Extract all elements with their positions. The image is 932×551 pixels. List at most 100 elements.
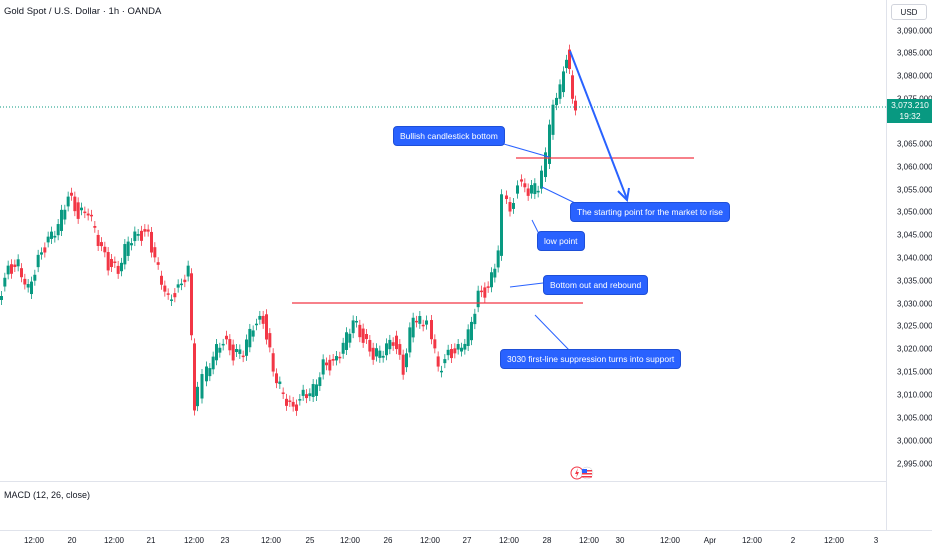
candle-body [301,389,305,396]
candle-body [265,314,268,340]
candle-body [411,317,415,338]
candle-body [211,356,215,370]
candle-body [50,231,53,239]
macd-title[interactable]: MACD (12, 26, close) [4,490,91,500]
candle-body [176,284,180,288]
candle-body [456,344,460,350]
candle-body [473,313,477,325]
candle-body [460,347,463,352]
time-tick-label: 3 [873,536,879,545]
callout-low-point[interactable]: low point [537,231,585,251]
time-tick-label: 2 [790,536,796,545]
candle-body [443,359,447,364]
price-tick-label: 3,085.000 [897,48,932,58]
price-tick-label: 3,010.000 [897,390,932,400]
candle-body [133,231,137,242]
candle-body [0,296,3,300]
candle-body [248,328,252,348]
candle-body [86,213,90,216]
callout-support[interactable]: 3030 first-line suppression turns into s… [500,349,682,369]
symbol-title[interactable]: Gold Spot / U.S. Dollar · 1h · OANDA [4,6,162,17]
time-tick-label: 30 [615,536,625,545]
time-axis[interactable]: 12:00 20 12:00 21 12:00 23 12:00 25 12:00 26 12:00… [0,530,932,551]
candle-body [80,207,83,211]
candle-body [440,370,443,373]
time-tick-label: 12:00 [23,536,45,545]
candle-body [13,264,17,267]
candle-body [70,192,73,196]
candle-body [565,59,568,69]
candle-body [508,202,512,212]
candle-body [483,287,487,298]
candle-body [180,283,183,286]
time-tick-label: 20 [67,536,77,545]
price-tick-label: 3,050.000 [897,207,932,217]
price-tick-label: 3,045.000 [897,230,932,240]
price-tick-label: 3,025.000 [897,321,932,331]
candle-body [23,278,27,285]
price-tick-label: 3,030.000 [897,299,932,309]
time-tick-label: 12:00 [419,536,441,545]
candle-body [255,323,258,326]
candle-body [43,247,47,253]
candle-body [218,347,222,353]
candle-body [490,272,493,288]
candle-body [365,334,368,340]
candle-body [225,335,228,340]
candle-body [530,185,533,194]
candle-body [375,348,378,357]
candle-body [241,355,245,358]
candle-body [193,343,196,411]
candle-body [533,183,537,195]
candle-body [245,339,248,356]
flash-flag-icon[interactable] [570,466,596,480]
price-axis[interactable]: USD 3,090.0003,085.0003,080.0003,075.000… [886,0,932,530]
time-tick-label: 12:00 [339,536,361,545]
candle-body [345,332,348,350]
callout-bullish-bottom[interactable]: Bullish candlestick bottom [393,126,505,146]
time-tick-label: 28 [542,536,552,545]
time-tick-label: Apr [703,536,717,545]
current-price-value: 3,073.210 [891,100,929,110]
candle-body [238,349,242,354]
price-tick-label: 3,035.000 [897,276,932,286]
candle-body [90,214,93,217]
candle-body [63,209,67,220]
candle-body [486,286,490,288]
macd-pane[interactable]: MACD (12, 26, close) [0,481,886,531]
candle-body [536,190,540,193]
candle-body [53,235,57,238]
candle-body [425,320,428,325]
candle-body [496,250,500,268]
time-tick-label: 12:00 [183,536,205,545]
candle-body [186,265,190,277]
chart-pane[interactable]: Gold Spot / U.S. Dollar · 1h · OANDA Bul… [0,0,886,480]
candle-body [100,242,103,247]
time-tick-label: 26 [383,536,393,545]
candle-body [500,194,503,256]
candle-body [33,274,37,281]
candle-body [288,400,292,402]
currency-selector[interactable]: USD [891,4,927,20]
candle-body [20,268,23,278]
candle-body [450,349,453,359]
time-tick-label: 12:00 [103,536,125,545]
callout-starting-point[interactable]: The starting point for the market to ris… [570,202,730,222]
candle-body [136,234,140,236]
candle-body [308,393,312,397]
candle-body [275,373,278,384]
candle-body [170,299,173,301]
candle-body [30,281,33,295]
callout-bottom-out[interactable]: Bottom out and rebound [543,275,649,295]
candle-body [551,104,555,135]
candle-body [325,362,328,366]
candle-body [470,321,473,341]
candle-body [123,244,127,265]
candle-body [278,381,282,384]
candle-body [466,329,470,346]
candle-body [335,356,338,361]
candle-body [183,279,187,283]
candle-body [106,252,110,271]
time-tick-label: 12:00 [659,536,681,545]
candle-body [113,261,117,264]
